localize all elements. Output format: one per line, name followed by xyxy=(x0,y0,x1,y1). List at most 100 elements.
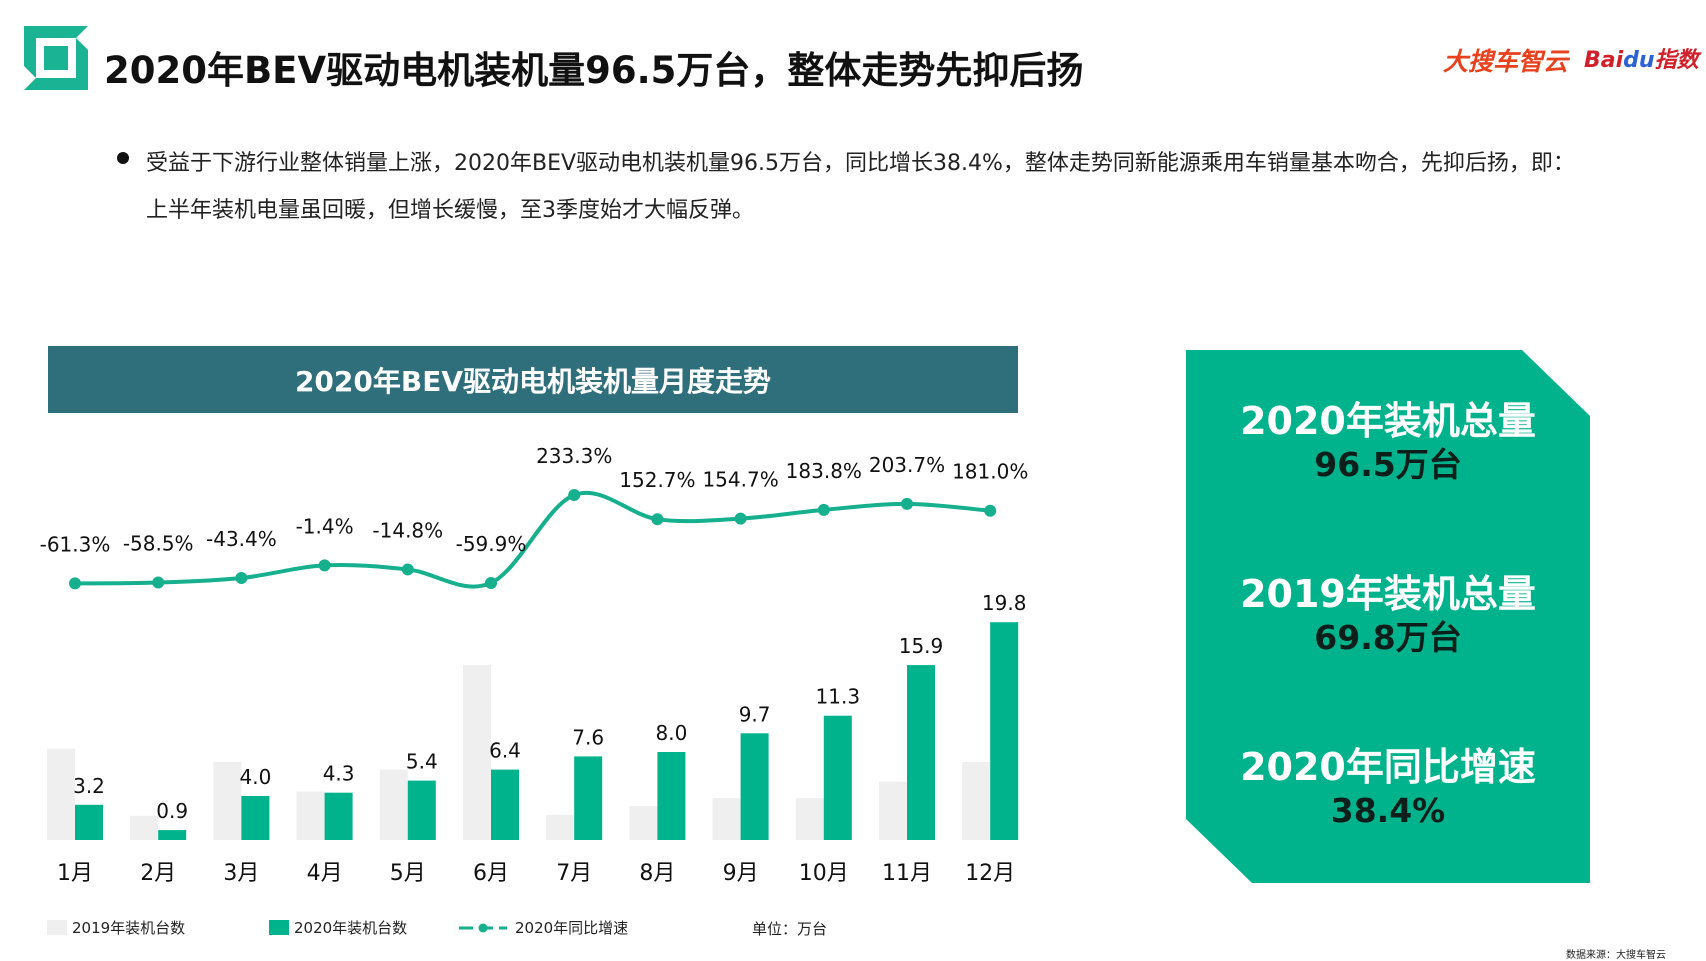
legend-marker-growth xyxy=(478,923,488,933)
summary-value: 69.8万台 xyxy=(1314,618,1462,657)
growth-label: 154.7% xyxy=(702,468,778,492)
growth-point xyxy=(235,572,248,585)
bar-2020 xyxy=(324,792,353,840)
growth-point xyxy=(734,512,747,525)
bar-2020 xyxy=(907,665,935,840)
bar-2020 xyxy=(990,622,1019,840)
growth-label: 183.8% xyxy=(786,459,862,483)
summary-value: 38.4% xyxy=(1330,791,1446,830)
chart-title: 2020年BEV驱动电机装机量月度走势 xyxy=(48,346,1018,413)
bar-value-label: 11.3 xyxy=(816,685,861,709)
bar-value-label: 6.4 xyxy=(489,739,521,763)
summary-item-growth: 2020年同比增速 38.4% xyxy=(1186,744,1590,832)
summary-label: 2020年同比增速 xyxy=(1240,745,1536,789)
bar-2019 xyxy=(962,761,991,840)
bar-2020 xyxy=(158,830,187,840)
bar-value-label: 0.9 xyxy=(156,799,188,823)
x-tick-label: 11月 xyxy=(882,861,932,886)
bar-2019 xyxy=(379,769,408,840)
growth-label: -14.8% xyxy=(372,518,443,542)
summary-value: 96.5万台 xyxy=(1314,445,1462,484)
legend-label-growth: 2020年同比增速 xyxy=(515,919,628,937)
bar-2019 xyxy=(712,798,741,840)
growth-point xyxy=(401,563,414,576)
bar-2020 xyxy=(75,804,103,840)
bar-2019 xyxy=(879,781,907,840)
brand-right-part-c: 指数 xyxy=(1654,48,1699,73)
bar-2019 xyxy=(213,761,242,840)
bar-2019 xyxy=(130,815,159,840)
summary-label: 2020年装机总量 xyxy=(1240,399,1536,443)
bar-value-label: 15.9 xyxy=(899,634,944,658)
x-tick-label: 12月 xyxy=(965,861,1015,886)
bullet-text: 受益于下游行业整体销量上涨，2020年BEV驱动电机装机量96.5万台，同比增长… xyxy=(146,151,1575,223)
growth-point xyxy=(901,497,913,510)
x-tick-label: 1月 xyxy=(57,861,93,886)
legend-label-2020: 2020年装机台数 xyxy=(294,919,407,937)
bar-2020 xyxy=(823,715,852,840)
bar-2019 xyxy=(629,805,658,840)
growth-point xyxy=(568,489,581,502)
bar-2020 xyxy=(574,756,603,840)
growth-label: -59.9% xyxy=(456,532,527,556)
growth-label: 203.7% xyxy=(869,453,945,477)
growth-point xyxy=(817,503,830,516)
brand-right-part-b: du xyxy=(1623,48,1655,73)
x-tick-label: 8月 xyxy=(639,861,675,886)
bar-2019 xyxy=(546,814,575,840)
unit-note: 单位：万台 xyxy=(752,920,828,938)
summary-label: 2019年装机总量 xyxy=(1240,572,1536,616)
growth-point xyxy=(318,559,331,572)
legend-swatch-2019 xyxy=(47,920,67,935)
source-note: 数据来源：大搜车智云 xyxy=(1566,950,1666,961)
legend-label-2019: 2019年装机台数 xyxy=(72,919,185,937)
brand-logo-left: 大搜车智云 xyxy=(1443,47,1569,76)
summary-panel xyxy=(1186,350,1590,883)
growth-label: -58.5% xyxy=(123,532,194,556)
x-tick-label: 7月 xyxy=(556,861,592,886)
page-title: 2020年BEV驱动电机装机量96.5万台，整体走势先抑后扬 xyxy=(104,49,1084,92)
bar-2019 xyxy=(795,798,824,840)
growth-point xyxy=(651,513,664,526)
bar-2019 xyxy=(463,665,491,840)
x-tick-label: 2月 xyxy=(140,861,176,886)
bar-value-label: 4.0 xyxy=(239,765,271,789)
growth-label: -61.3% xyxy=(40,532,111,556)
bar-2020 xyxy=(740,733,769,840)
brand-right-part-a: Bai xyxy=(1584,48,1624,73)
x-tick-label: 6月 xyxy=(473,861,509,886)
x-tick-label: 5月 xyxy=(390,861,426,886)
growth-label: -43.4% xyxy=(206,527,277,551)
bar-2020 xyxy=(657,752,686,840)
bar-value-label: 5.4 xyxy=(406,750,438,774)
bullet-icon xyxy=(117,152,129,164)
bar-value-label: 19.8 xyxy=(982,591,1027,615)
growth-point xyxy=(152,576,165,589)
brand-logo-right: Baidu指数 xyxy=(1584,42,1699,74)
bar-value-label: 3.2 xyxy=(73,774,105,798)
growth-point xyxy=(69,577,81,590)
growth-label: -1.4% xyxy=(296,514,354,538)
x-tick-label: 3月 xyxy=(223,861,259,886)
bar-value-label: 7.6 xyxy=(572,725,604,749)
bar-2020 xyxy=(241,796,270,840)
bar-2020 xyxy=(407,780,436,840)
growth-label: 181.0% xyxy=(952,460,1028,484)
bar-value-label: 8.0 xyxy=(655,721,687,745)
legend-swatch-2020 xyxy=(269,920,289,935)
x-tick-label: 4月 xyxy=(307,861,343,886)
x-tick-label: 10月 xyxy=(799,861,849,886)
summary-item-total-2020: 2020年装机总量 96.5万台 xyxy=(1186,398,1590,486)
growth-point xyxy=(485,576,497,589)
bar-2020 xyxy=(491,769,519,840)
x-tick-label: 9月 xyxy=(723,861,759,886)
bar-value-label: 4.3 xyxy=(323,762,355,786)
summary-item-total-2019: 2019年装机总量 69.8万台 xyxy=(1186,571,1590,659)
growth-label: 152.7% xyxy=(619,468,695,492)
logo-icon xyxy=(24,26,88,90)
bar-2019 xyxy=(296,791,325,840)
growth-point xyxy=(984,504,997,517)
growth-label: 233.3% xyxy=(536,444,612,468)
bar-value-label: 9.7 xyxy=(739,702,771,726)
